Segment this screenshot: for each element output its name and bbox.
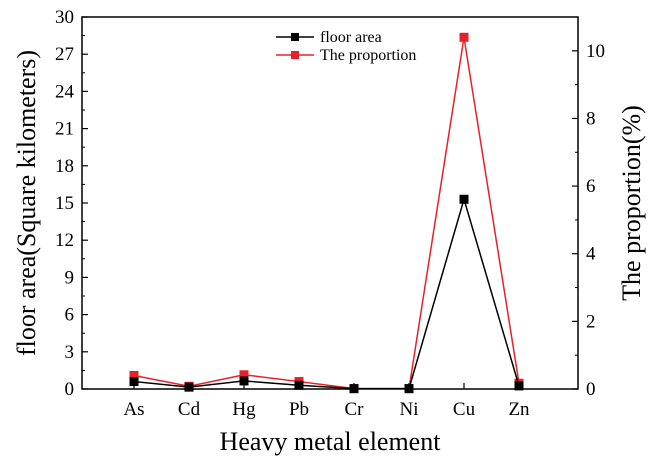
left-tick-label: 12 — [55, 230, 74, 251]
x-axis-title: Heavy metal element — [220, 427, 442, 456]
left-tick-label: 0 — [65, 379, 75, 400]
data-point — [239, 376, 249, 386]
x-tick-label: Zn — [508, 399, 530, 420]
left-tick-label: 21 — [55, 119, 74, 140]
data-point — [129, 370, 139, 380]
data-point — [514, 381, 524, 391]
y2-axis-title: The proportion(%) — [617, 105, 646, 301]
x-tick-label: Pb — [289, 399, 309, 420]
left-tick-label: 30 — [55, 7, 74, 28]
series-line — [133, 196, 520, 390]
left-axis: 0 3 6 9 12 15 18 21 24 27 30 — [55, 7, 88, 400]
data-point — [129, 377, 139, 387]
left-tick-label: 6 — [65, 305, 75, 326]
right-axis: 0 2 4 6 8 10 — [572, 41, 605, 400]
x-tick-label: Hg — [232, 399, 256, 420]
x-tick-label: Cd — [178, 399, 201, 420]
right-tick-label: 4 — [586, 244, 596, 265]
left-tick-label: 3 — [65, 342, 75, 363]
legend: floor area The proportion — [276, 29, 416, 64]
data-point — [459, 194, 469, 204]
series-line — [133, 37, 520, 390]
right-tick-label: 6 — [586, 176, 596, 197]
left-tick-label: 18 — [55, 156, 74, 177]
right-tick-label: 2 — [586, 311, 596, 332]
data-point — [239, 370, 249, 380]
x-tick-label: Cr — [345, 399, 365, 420]
right-tick-label: 8 — [586, 108, 596, 129]
x-tick-label: Ni — [400, 399, 419, 420]
data-point — [459, 32, 469, 42]
data-point — [294, 380, 304, 390]
data-point — [184, 382, 194, 392]
data-point — [349, 384, 359, 394]
x-axis: As Cd Hg Pb Cr Ni Cu Zn — [123, 383, 530, 420]
right-tick-label: 10 — [586, 41, 605, 62]
x-tick-label: Cu — [453, 399, 476, 420]
legend-label-proportion: The proportion — [320, 47, 416, 64]
series-layer — [129, 32, 524, 394]
y-axis-title: floor area(Square kilometers) — [12, 50, 41, 356]
legend-label-floor-area: floor area — [320, 29, 382, 46]
left-tick-label: 24 — [55, 81, 75, 102]
x-tick-label: As — [123, 399, 144, 420]
data-point — [404, 384, 414, 394]
left-tick-label: 9 — [65, 267, 75, 288]
left-tick-label: 15 — [55, 193, 74, 214]
right-tick-label: 0 — [586, 379, 596, 400]
left-tick-label: 27 — [55, 44, 74, 65]
legend-marker-proportion — [291, 51, 299, 59]
legend-marker-floor-area — [291, 33, 299, 41]
